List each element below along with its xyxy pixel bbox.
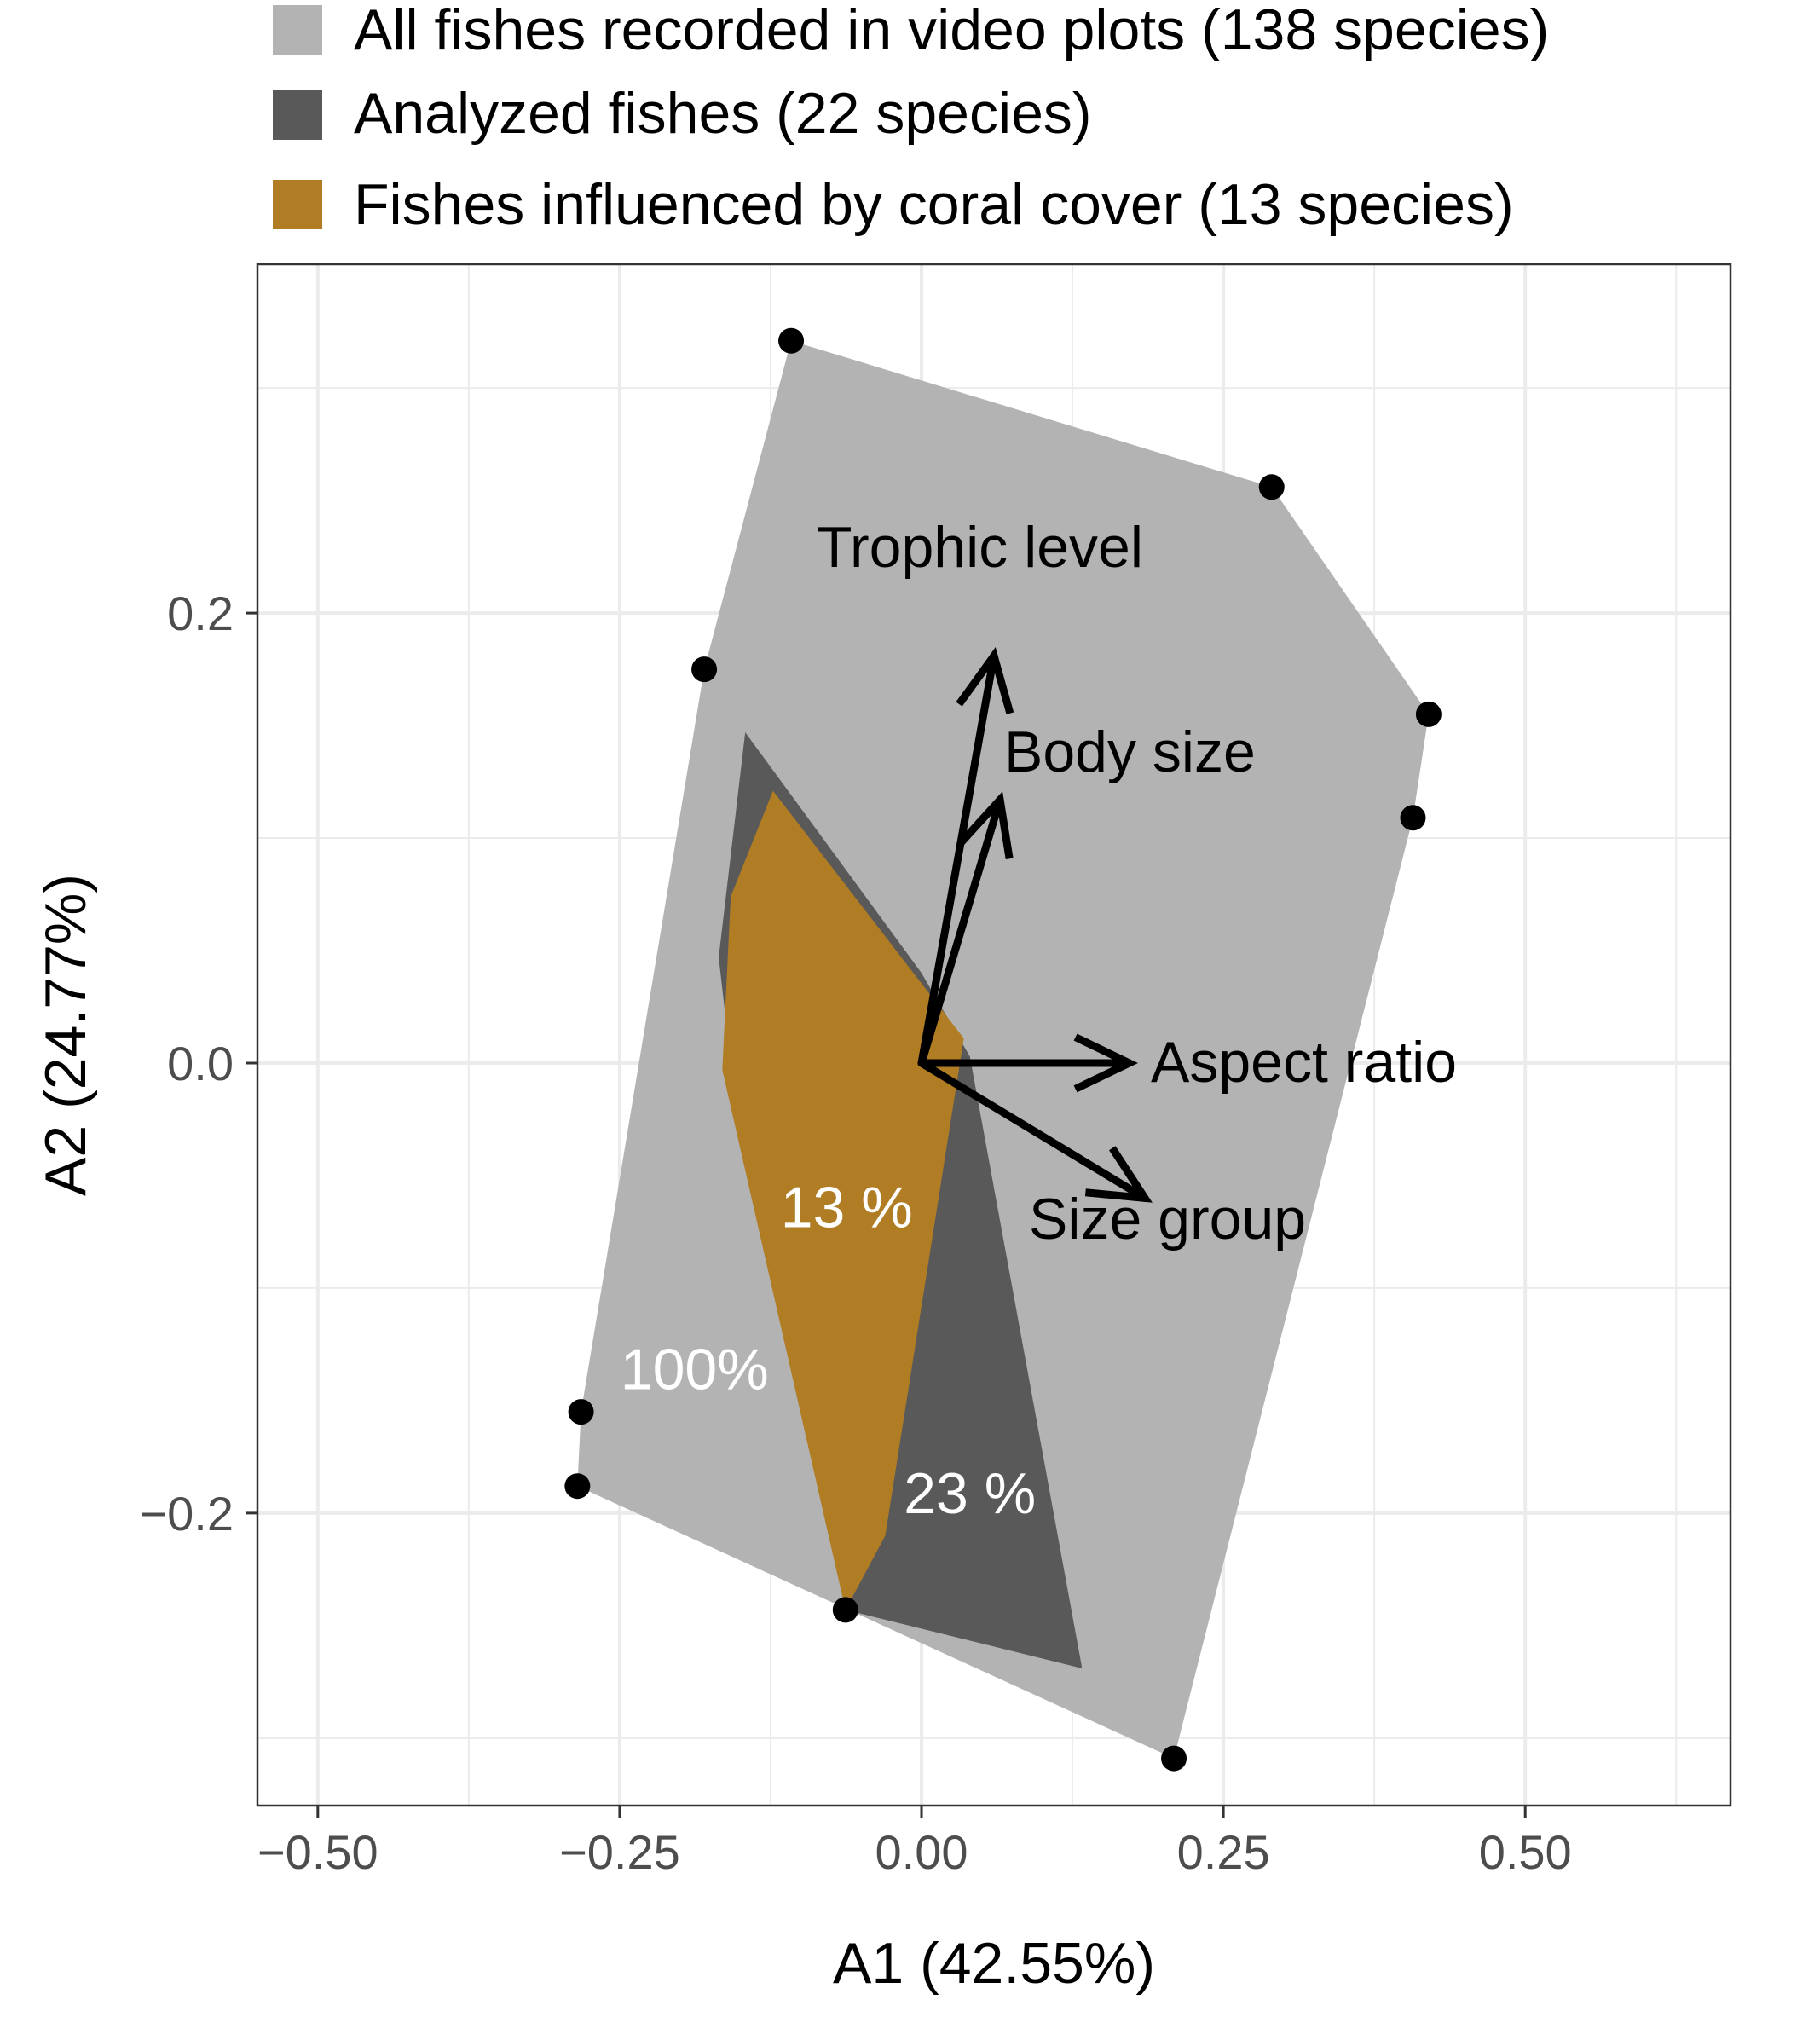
x-tick-label: −0.50 [257, 1825, 378, 1879]
hull-coral-fishes [722, 790, 964, 1610]
vector-aspect-ratio-label: Aspect ratio [1151, 1030, 1457, 1095]
x-tick-label: 0.00 [875, 1825, 968, 1879]
x-tick-label: 0.25 [1177, 1825, 1270, 1879]
trait-vectors [917, 647, 1153, 1203]
x-tick-label: 0.50 [1479, 1825, 1572, 1879]
hull-all-fishes [577, 340, 1429, 1759]
vector-labels: Trophic level Body size Aspect ratio Size g… [817, 515, 1457, 1251]
legend-label-analyzed-fishes: Analyzed fishes (22 species) [354, 81, 1092, 146]
legend: All fishes recorded in video plots (138 … [273, 0, 1549, 237]
vector-body-size-head [956, 791, 1014, 860]
y-tick-label: 0.0 [167, 1037, 234, 1090]
species-point [1258, 474, 1285, 500]
species-point [832, 1597, 858, 1623]
tick-labels: −0.50 −0.25 0.00 0.25 0.50 −0.2 0.0 0.2 [139, 587, 1571, 1879]
annotation-23-percent: 23 % [904, 1461, 1036, 1526]
plot-border [256, 263, 1732, 1807]
legend-swatch-analyzed-fishes [273, 90, 322, 140]
species-point [1400, 805, 1426, 831]
points [564, 327, 1442, 1772]
annotation-100-percent: 100% [621, 1338, 769, 1402]
legend-swatch-coral-fishes [273, 180, 322, 229]
vector-body-size [917, 795, 1004, 1067]
species-point [564, 1473, 591, 1500]
annotation-13-percent: 13 % [781, 1176, 913, 1240]
vector-trophic-level-head [956, 647, 1014, 714]
species-point [691, 656, 718, 683]
vector-size-group [917, 1059, 1149, 1202]
vector-trophic-level [917, 651, 998, 1067]
x-tick-label: −0.25 [559, 1825, 680, 1879]
legend-swatch-all-fishes [273, 5, 322, 55]
legend-label-coral-fishes: Fishes influenced by coral cover (13 spe… [354, 172, 1514, 237]
species-point [1415, 701, 1442, 727]
legend-label-all-fishes: All fishes recorded in video plots (138 … [354, 0, 1549, 62]
vector-size-group-head [1084, 1146, 1153, 1203]
y-tick-label: −0.2 [139, 1487, 234, 1540]
axis-ticks [246, 611, 1527, 1818]
species-point [778, 327, 805, 354]
annotations: 13 % 100% 23 % [621, 1176, 1036, 1526]
vector-size-group-label: Size group [1029, 1187, 1306, 1251]
vector-body-size-label: Body size [1004, 720, 1256, 784]
species-point [1161, 1745, 1187, 1772]
hulls [577, 340, 1429, 1759]
vector-aspect-ratio-head [1073, 1033, 1139, 1093]
vector-trophic-level-label: Trophic level [817, 515, 1143, 580]
species-point [568, 1399, 594, 1425]
y-tick-label: 0.2 [167, 587, 234, 640]
y-axis-title: A2 (24.77%) [33, 874, 98, 1196]
x-axis-title: A1 (42.55%) [833, 1931, 1155, 1996]
